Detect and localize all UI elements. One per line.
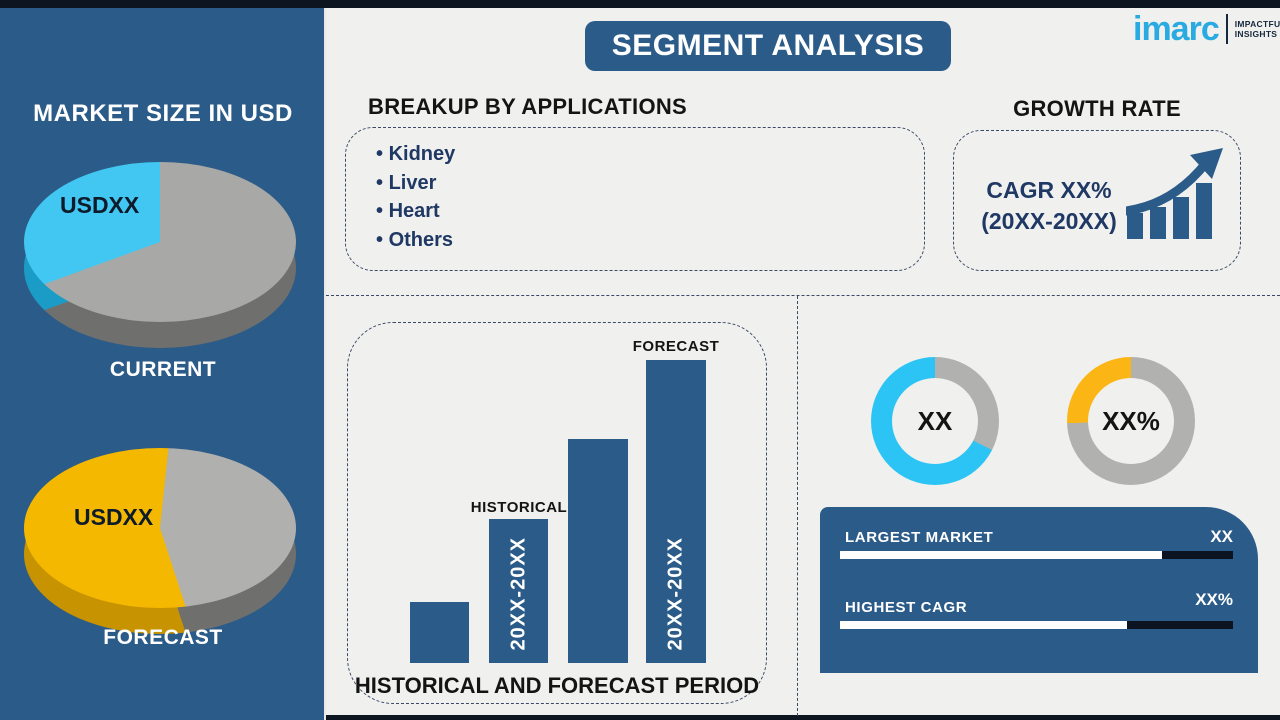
- period-bar-4-forecast: 20XX-20XX: [646, 360, 706, 663]
- list-item-heart: Heart: [376, 197, 455, 226]
- forecast-label: FORECAST: [632, 338, 720, 355]
- top-accent-strip: [0, 0, 1280, 8]
- period-bar-1: [410, 602, 469, 663]
- donut-right-value: XX%: [1102, 405, 1160, 436]
- pie-chart-current: USDXX: [24, 162, 296, 352]
- largest-market-bar-fill: [840, 551, 1163, 559]
- pie-current-value-label: USDXX: [60, 192, 140, 218]
- bar-4-period-label: 20XX-20XX: [664, 537, 687, 651]
- page-title: SEGMENT ANALYSIS: [585, 21, 951, 71]
- donut-chart-highest-cagr: XX%: [1067, 357, 1195, 485]
- pie-forecast-value-label: USDXX: [74, 504, 154, 530]
- donut-chart-largest-market: XX: [871, 357, 999, 485]
- cagr-value: CAGR XX%: [986, 177, 1112, 203]
- largest-market-bar: [840, 551, 1233, 559]
- pie-current-caption: CURRENT: [109, 358, 217, 381]
- growth-section-heading: GROWTH RATE: [1013, 96, 1181, 121]
- period-chart-box: [347, 322, 767, 704]
- growth-rate-box: CAGR XX% (20XX-20XX): [953, 130, 1241, 271]
- largest-market-label: LARGEST MARKET: [845, 529, 994, 546]
- horizontal-divider: [326, 295, 1280, 296]
- sidebar-heading: MARKET SIZE IN USD: [33, 100, 293, 127]
- logo-tagline: IMPACTFUL INSIGHTS: [1235, 19, 1280, 39]
- pie-current-face: [24, 162, 296, 322]
- imarc-logo: imarc IMPACTFUL INSIGHTS: [1133, 10, 1280, 48]
- applications-list: Kidney Liver Heart Others: [376, 140, 456, 255]
- highest-cagr-value: XX%: [1195, 590, 1233, 609]
- breakup-section-heading: BREAKUP BY APPLICATIONS: [368, 94, 688, 119]
- pie-forecast-face: [24, 448, 296, 608]
- growth-arrow-bars-icon: [1126, 148, 1223, 239]
- logo-tagline-line1: IMPACTFUL: [1234, 19, 1280, 30]
- pie-chart-forecast: USDXX: [24, 448, 296, 638]
- pie-forecast-caption: FORECAST: [103, 626, 223, 649]
- breakup-applications-box: Kidney Liver Heart Others: [345, 127, 925, 271]
- highest-cagr-bar-fill: [840, 621, 1127, 629]
- sidebar-market-size: MARKET SIZE IN USD USDXX CURRENT USDXX F…: [0, 0, 326, 720]
- list-item-others: Others: [376, 226, 455, 255]
- vertical-divider: [797, 296, 798, 716]
- logo-tagline-line2: INSIGHTS: [1234, 29, 1278, 40]
- logo-divider: [1225, 14, 1228, 45]
- stats-panel: LARGEST MARKET XX HIGHEST CAGR XX%: [820, 507, 1258, 673]
- largest-market-value: XX: [1210, 527, 1233, 546]
- highest-cagr-label: HIGHEST CAGR: [845, 599, 968, 616]
- historical-label: HISTORICAL: [470, 499, 568, 516]
- period-bar-3: [568, 439, 628, 663]
- bar-2-period-label: 20XX-20XX: [507, 537, 529, 651]
- cagr-period: (20XX-20XX): [981, 208, 1117, 234]
- list-item-liver: Liver: [376, 169, 455, 198]
- imarc-logo-wordmark: imarc: [1133, 10, 1220, 48]
- period-chart-caption: HISTORICAL AND FORECAST PERIOD: [354, 673, 760, 698]
- bottom-accent-strip: [326, 715, 1280, 720]
- period-bar-2-historical: 20XX-20XX: [489, 519, 548, 663]
- list-item-kidney: Kidney: [376, 140, 456, 169]
- highest-cagr-bar: [840, 621, 1233, 629]
- cagr-text: CAGR XX% (20XX-20XX): [968, 175, 1130, 237]
- donut-left-value: XX: [917, 405, 953, 436]
